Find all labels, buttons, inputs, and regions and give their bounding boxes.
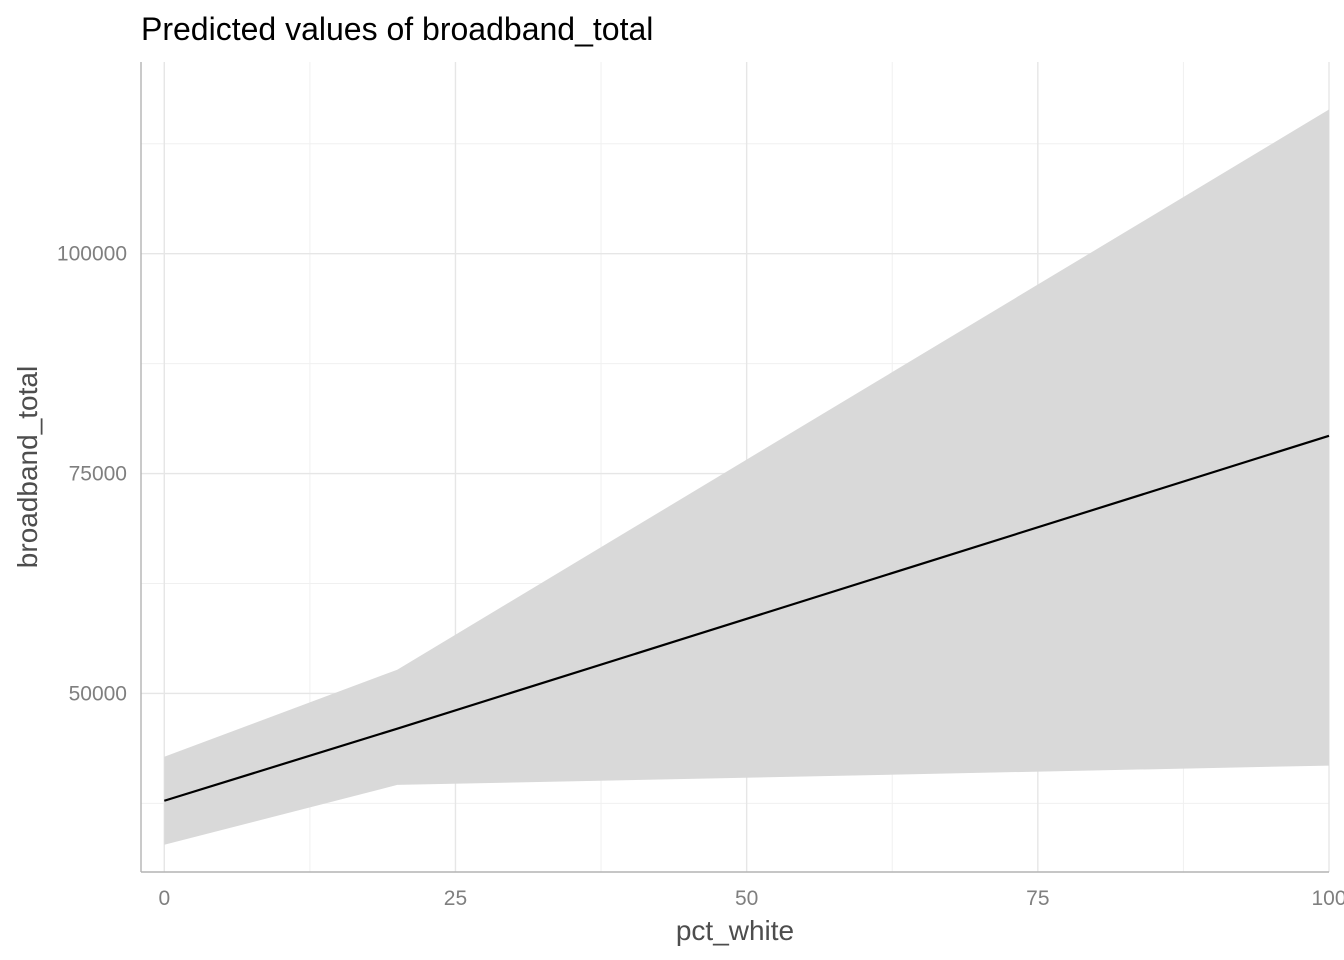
axes bbox=[140, 62, 1329, 873]
y-tick-label: 50000 bbox=[69, 682, 127, 705]
x-axis-title: pct_white bbox=[676, 915, 794, 946]
confidence-band bbox=[164, 109, 1329, 845]
x-tick-label: 50 bbox=[735, 887, 758, 910]
y-tick-label: 100000 bbox=[57, 243, 127, 266]
prediction-line bbox=[163, 434, 1330, 802]
tick-labels: 0 25 50 75 100 50000 75000 100000 bbox=[57, 243, 1344, 910]
x-tick-label: 25 bbox=[444, 887, 467, 910]
y-tick-label: 75000 bbox=[69, 463, 127, 486]
x-tick-label: 0 bbox=[158, 887, 170, 910]
chart-title: Predicted values of broadband_total bbox=[141, 11, 653, 47]
x-tick-label: 100 bbox=[1311, 887, 1344, 910]
x-tick-label: 75 bbox=[1026, 887, 1049, 910]
prediction-line-layer bbox=[163, 434, 1330, 802]
y-axis-title: broadband_total bbox=[12, 366, 43, 568]
confidence-band-layer bbox=[164, 109, 1329, 845]
